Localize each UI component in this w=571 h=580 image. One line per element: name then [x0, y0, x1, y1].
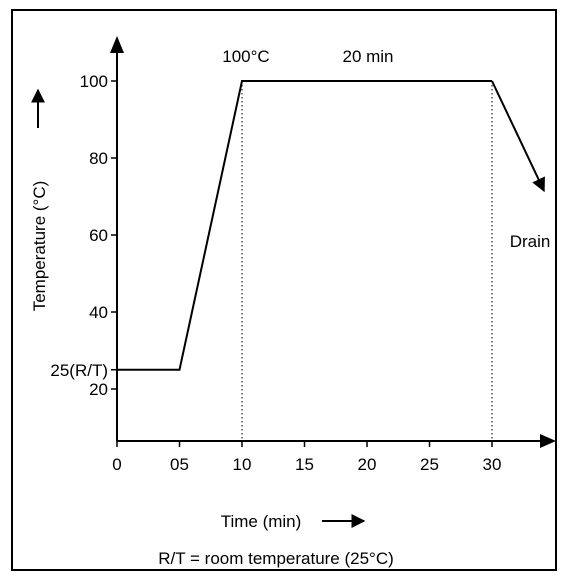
- x-axis-arrowhead: [540, 434, 556, 448]
- duration-annotation: 20 min: [342, 47, 393, 66]
- y-tick-label: 100: [80, 72, 108, 91]
- y-axis-label: Temperature (°C): [30, 181, 49, 312]
- y-axis-arrowhead: [110, 36, 124, 53]
- x-tick-label: 05: [170, 455, 189, 474]
- x-tick-label: 20: [358, 455, 377, 474]
- x-tick-label: 30: [483, 455, 502, 474]
- y-tick-label: 20: [89, 380, 108, 399]
- drain-annotation: Drain: [510, 232, 551, 251]
- temp-annotation: 100°C: [222, 47, 269, 66]
- footnote: R/T = room temperature (25°C): [158, 549, 394, 568]
- y-tick-label: 40: [89, 303, 108, 322]
- y-tick-label: 80: [89, 149, 108, 168]
- y-marker-label: 25(R/T): [50, 361, 108, 380]
- x-axis-label: Time (min): [221, 512, 302, 531]
- x-tick-label: 15: [295, 455, 314, 474]
- y-tick-label: 60: [89, 226, 108, 245]
- x-tick-label: 10: [233, 455, 252, 474]
- x-tick-label: 0: [112, 455, 121, 474]
- series-line: [117, 81, 492, 370]
- drain-arrow: [492, 81, 544, 191]
- x-tick-label: 25: [420, 455, 439, 474]
